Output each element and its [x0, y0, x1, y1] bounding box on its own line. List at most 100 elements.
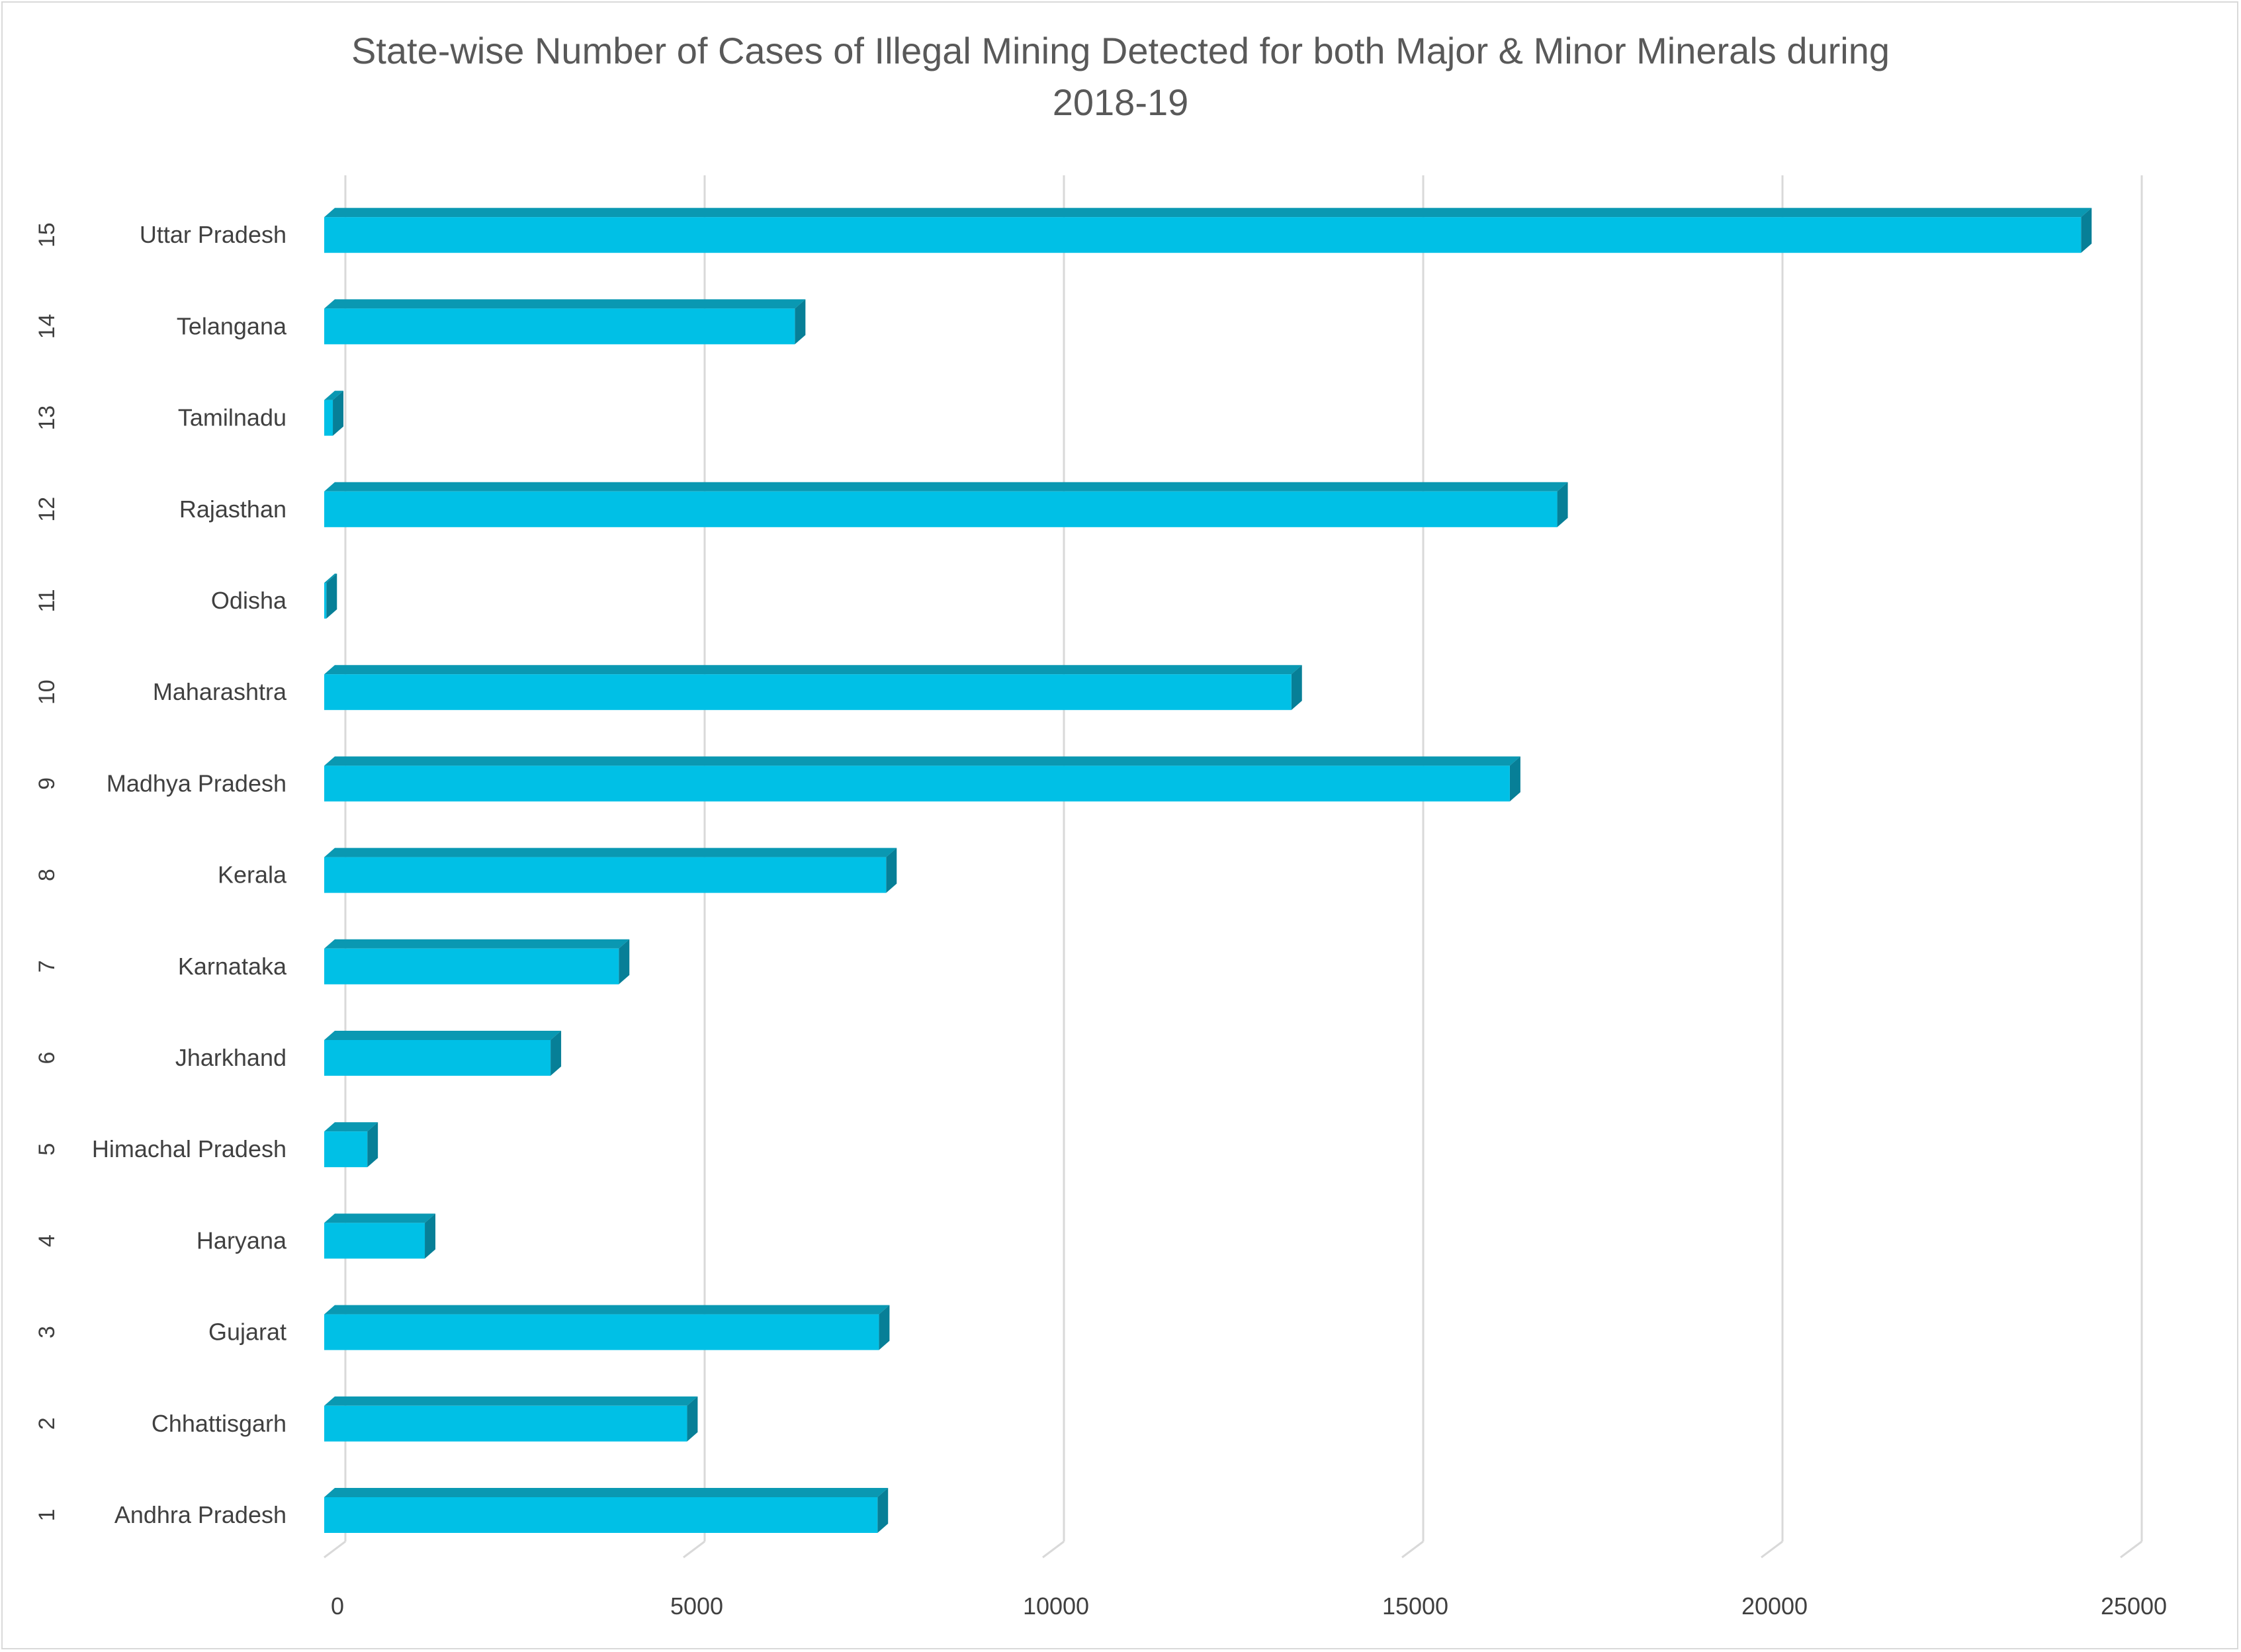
category-label: Telangana: [177, 312, 287, 339]
category-index-label: 3: [34, 1326, 60, 1338]
category-label: Rajasthan: [179, 496, 286, 523]
category-index-label: 10: [34, 679, 60, 705]
category-index-label: 12: [34, 497, 60, 522]
bar-top-face: [324, 756, 1520, 766]
bar-top-face: [324, 665, 1302, 675]
category-label: Haryana: [197, 1227, 287, 1254]
bar: [324, 482, 1568, 527]
bar-side-face: [886, 848, 897, 893]
bar-side-face: [879, 1305, 890, 1350]
category-label: Jharkhand: [175, 1044, 286, 1071]
gridline-floor: [2120, 1540, 2142, 1559]
bar-side-face: [795, 299, 806, 345]
bar-side-face: [367, 1122, 378, 1168]
x-tick-label: 5000: [670, 1592, 723, 1620]
category-label: Gujarat: [208, 1319, 286, 1346]
bar-top-face: [324, 1213, 436, 1223]
bar-front-face: [324, 1497, 878, 1533]
bar: [324, 848, 897, 893]
bar-side-face: [687, 1396, 698, 1442]
gridline-floor: [683, 1540, 705, 1559]
bar-top-face: [324, 939, 630, 949]
bar-front-face: [324, 1131, 368, 1168]
chart-title: State-wise Number of Cases of Illegal Mi…: [132, 25, 2109, 128]
category-label: Kerala: [218, 861, 287, 889]
bar-side-face: [333, 390, 344, 436]
bar-top-face: [324, 390, 344, 400]
bar-front-face: [324, 400, 333, 436]
x-tick-label: 0: [331, 1592, 344, 1620]
bar: [324, 1305, 890, 1350]
bar: [324, 1488, 889, 1533]
chart-title-line-2: 2018-19: [1052, 81, 1189, 123]
category-label: Karnataka: [178, 953, 287, 980]
bar-side-face: [1557, 482, 1568, 527]
bar-side-face: [1291, 665, 1302, 711]
bar-top-face: [324, 482, 1568, 492]
x-tick-label: 15000: [1382, 1592, 1448, 1620]
bar-front-face: [324, 857, 887, 893]
bar-top-face: [324, 848, 897, 857]
category-label: Andhra Pradesh: [114, 1501, 286, 1528]
category-label: Odisha: [211, 587, 287, 614]
bar-front-face: [324, 491, 1558, 527]
category-index-label: 2: [34, 1417, 60, 1430]
category-index-label: 11: [34, 589, 60, 612]
bar-side-face: [425, 1213, 436, 1259]
bar-side-face: [550, 1031, 562, 1076]
bar-top-face: [324, 1488, 889, 1497]
bar: [324, 1213, 436, 1259]
category-label: Chhattisgarh: [152, 1410, 286, 1437]
bars: [324, 208, 2092, 1533]
category-labels: Andhra Pradesh 1 Chhattisgarh 2 Gujarat 3 Hary…: [34, 221, 287, 1528]
bar: [324, 390, 344, 436]
category-index-label: 9: [34, 777, 60, 790]
category-index-label: 6: [34, 1052, 60, 1065]
category-label: Uttar Pradesh: [140, 221, 286, 248]
bar-side-face: [326, 574, 337, 619]
bar: [324, 299, 806, 345]
bar-front-face: [324, 948, 619, 984]
bar-front-face: [324, 1314, 879, 1350]
category-label: Tamilnadu: [178, 404, 286, 431]
bar-front-face: [324, 674, 1292, 711]
category-index-label: 7: [34, 960, 60, 973]
bar-front-face: [324, 583, 327, 619]
bar-side-face: [2081, 208, 2092, 253]
bar-top-face: [324, 574, 337, 583]
bar-side-face: [877, 1488, 889, 1533]
bar-side-face: [619, 939, 630, 984]
category-index-label: 13: [34, 406, 60, 431]
bar: [324, 1396, 698, 1442]
bar: [324, 756, 1520, 802]
category-index-label: 15: [34, 222, 60, 247]
category-label: Madhya Pradesh: [107, 769, 286, 797]
bar-top-face: [324, 1396, 698, 1406]
category-index-label: 1: [34, 1509, 60, 1522]
x-tick-label: 10000: [1023, 1592, 1089, 1620]
bar-front-face: [324, 1040, 551, 1076]
category-index-label: 4: [34, 1235, 60, 1247]
bar: [324, 1031, 562, 1076]
bar-side-face: [1509, 756, 1520, 802]
gridline-floor: [324, 1540, 346, 1559]
bar-front-face: [324, 1405, 687, 1442]
bar-top-face: [324, 1305, 890, 1315]
bar-top-face: [324, 208, 2092, 218]
bar: [324, 208, 2092, 253]
bar-front-face: [324, 765, 1510, 802]
bar-top-face: [324, 1031, 562, 1040]
gridline-floor: [1761, 1540, 1783, 1559]
x-tick-label: 20000: [1741, 1592, 1808, 1620]
x-tick-label: 25000: [2101, 1592, 2167, 1620]
bar: [324, 939, 630, 984]
bar-top-face: [324, 1122, 378, 1132]
category-index-label: 8: [34, 869, 60, 881]
bar: [324, 1122, 378, 1168]
gridline-floor: [1042, 1540, 1065, 1559]
chart-title-line-1: State-wise Number of Cases of Illegal Mi…: [351, 30, 1890, 71]
x-tick-labels: 0 5000 10000 15000 20000 25000: [331, 1592, 2167, 1620]
bar: [324, 665, 1302, 711]
